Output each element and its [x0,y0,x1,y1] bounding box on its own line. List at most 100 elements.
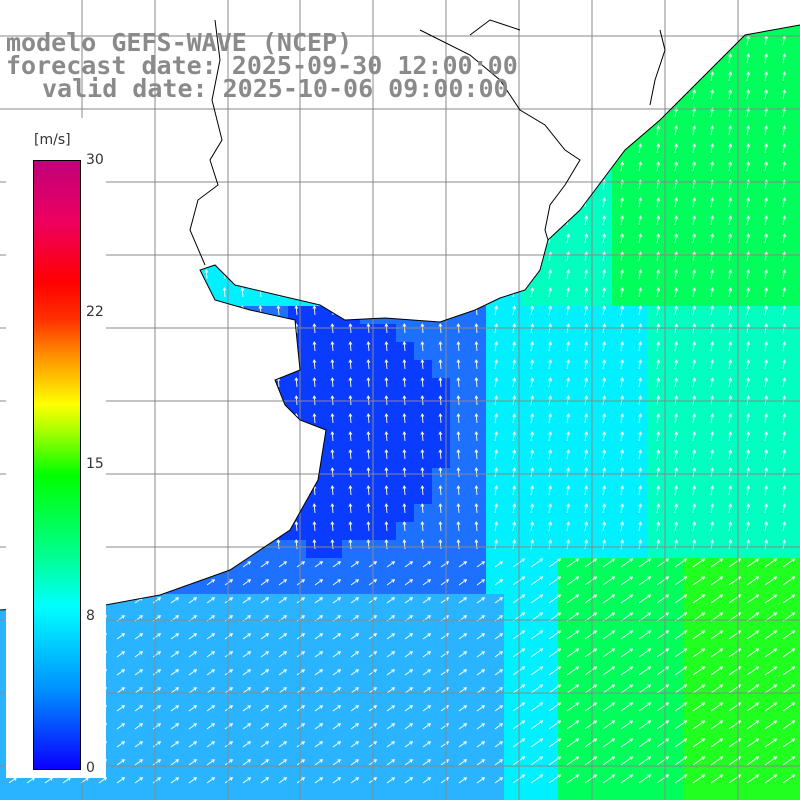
wind-arrow-head [222,341,227,345]
wind-arrow-head [764,521,769,526]
wind-arrow [259,143,262,154]
wind-arrow [548,324,552,334]
wind-arrow [475,161,478,172]
wind-arrow [475,35,478,46]
wind-arrow [439,449,442,460]
wind-arrow-head [348,215,353,219]
wind-arrow-head [385,0,388,3]
field-cell [180,792,199,800]
wind-arrow-head [330,161,335,165]
wind-arrow [349,431,352,442]
wind-arrow [403,377,406,388]
field-cell [738,792,757,800]
wind-arrow-head [728,467,733,472]
wind-arrow-head [728,503,733,508]
field-cell [108,324,127,343]
field-cell [720,792,739,800]
wind-arrow [205,341,208,352]
wind-arrow-head [294,449,299,453]
wind-arrow-head [512,89,517,94]
wind-arrow-head [494,125,499,130]
field-cell [324,234,343,253]
wind-arrow-head [710,107,715,112]
wind-arrow-head [331,0,334,3]
wind-arrow-head [656,233,661,238]
wind-arrow-head [222,449,227,453]
field-cell [198,540,217,559]
wind-arrow [115,179,118,190]
field-cell [666,432,685,451]
field-cell [360,486,379,505]
field-cell [288,0,307,19]
field-cell [720,144,739,163]
wind-arrow [349,359,352,370]
wind-arrow-head [222,143,227,147]
field-cell [378,486,397,505]
wind-arrow-head [204,377,209,381]
wind-arrow [692,72,696,82]
field-cell [702,126,721,145]
wind-arrow-head [132,197,137,201]
wind-arrow [692,270,696,280]
field-cell [522,414,541,433]
wind-arrow-head [420,251,425,255]
field-cell [486,432,505,451]
wind-arrow [674,540,678,550]
wind-arrow-head [638,287,643,292]
wind-arrow-head [348,143,353,147]
wind-arrow-head [764,359,769,364]
field-cell [180,504,199,523]
field-cell [216,162,235,181]
field-cell [198,486,217,505]
wind-arrow [638,540,642,550]
wind-arrow [115,431,118,442]
field-cell [414,198,433,217]
field-cell [270,378,289,397]
field-cell [324,504,343,523]
field-cell [666,36,685,55]
wind-arrow [403,413,406,424]
wind-arrow [205,251,208,262]
wind-arrow-head [409,579,414,583]
wind-arrow [764,216,768,226]
field-cell [522,90,541,109]
field-cell [558,414,577,433]
wind-arrow [710,540,714,550]
wind-arrow-head [764,485,769,490]
field-cell [252,270,271,289]
wind-arrow-head [150,395,155,399]
field-cell [792,216,800,235]
wind-arrow [620,468,624,478]
wind-arrow [187,125,190,136]
wind-arrow-head [629,576,634,580]
wind-arrow-head [638,503,643,508]
wind-arrow-head [132,485,137,489]
wind-arrow [331,287,334,298]
field-cell [342,414,361,433]
wind-arrow-head [692,233,697,238]
wind-arrow [98,0,99,9]
wind-arrow-head [204,431,209,435]
wind-arrow-head [276,197,281,201]
field-cell [360,504,379,523]
wind-arrow-head [746,503,751,508]
wind-arrow-head [384,341,389,345]
field-cell [792,54,800,73]
field-cell [270,108,289,127]
wind-arrow [223,521,226,532]
field-cell [162,324,181,343]
wind-arrow-head [530,233,535,238]
wind-arrow [530,72,534,82]
wind-arrow-head [782,431,787,436]
wind-arrow [421,413,424,424]
field-cell [0,792,19,800]
field-cell [774,126,793,145]
wind-arrow [512,342,516,352]
wind-arrow-head [530,269,535,274]
field-cell [612,306,631,325]
wind-arrow [259,413,262,424]
wind-arrow-head [620,377,625,382]
wind-arrow-head [150,359,155,363]
field-cell [684,486,703,505]
wind-arrow-head [366,467,371,471]
